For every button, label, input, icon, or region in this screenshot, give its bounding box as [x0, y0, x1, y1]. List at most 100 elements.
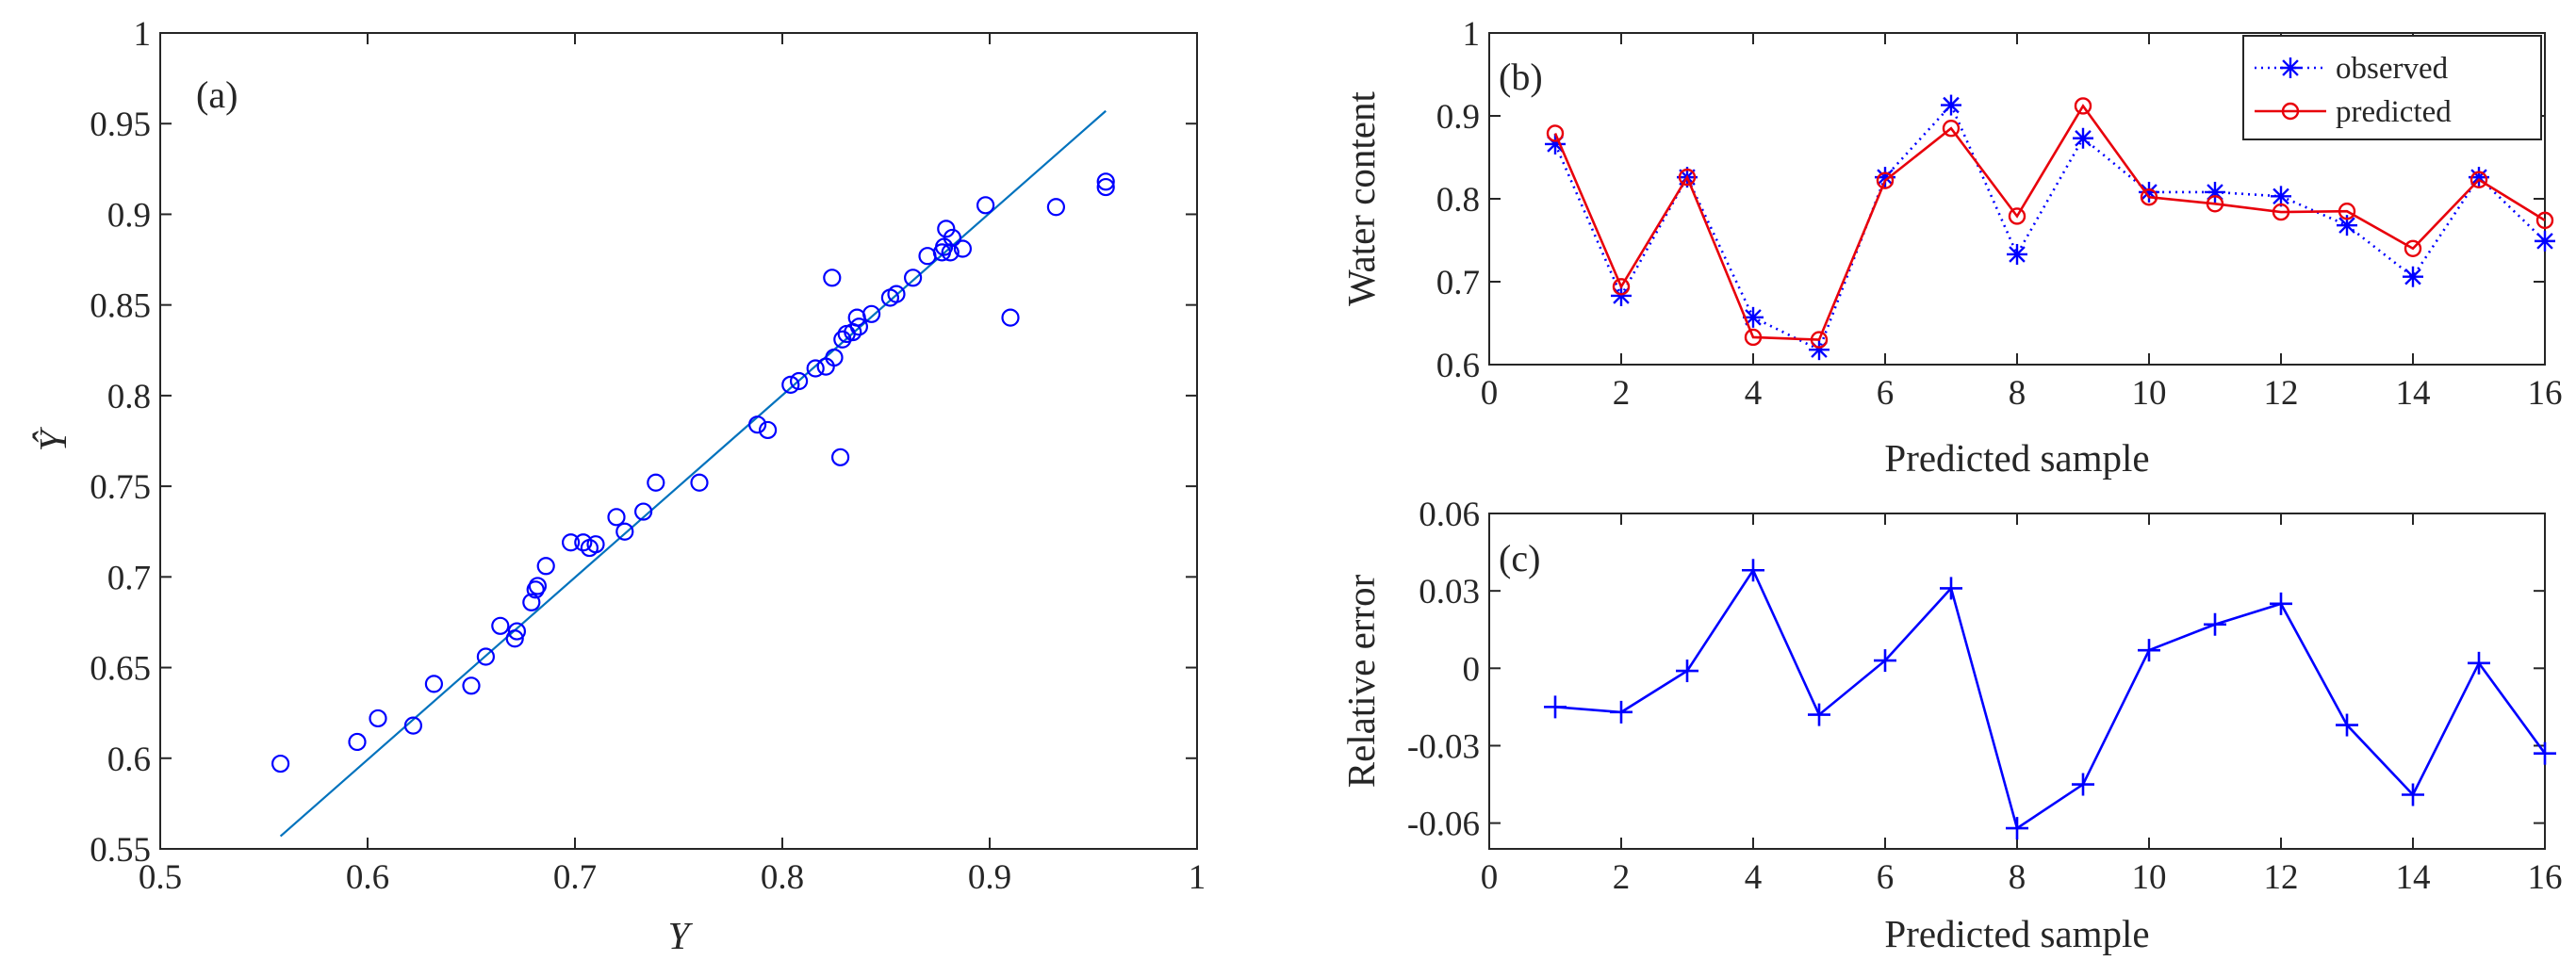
x-tick-label: 6 — [1877, 858, 1895, 897]
relative-error-marker — [2072, 773, 2094, 796]
scatter-point — [976, 196, 995, 215]
scatter-point — [758, 420, 778, 440]
predicted-marker — [1876, 171, 1895, 189]
y-tick-label: 0.6 — [1436, 347, 1480, 385]
scatter-point — [825, 348, 844, 367]
predicted-marker — [2206, 195, 2224, 213]
water-content-panel: 0 2 4 6 8 10 12 14 16 0.6 0.7 0.8 0.9 1 (b) Predicted… — [1339, 15, 2563, 480]
plot-area — [1488, 513, 2546, 850]
scatter-point — [781, 375, 800, 394]
panel-label: (c) — [1499, 537, 1540, 579]
scatter-point — [937, 220, 956, 238]
observed-marker — [2403, 266, 2423, 287]
scatter-point — [633, 502, 653, 521]
scatter-point — [903, 269, 923, 287]
scatter-point — [615, 522, 634, 541]
predicted-marker — [2338, 202, 2356, 220]
x-tick-label: 12 — [2264, 374, 2299, 413]
scatter-point — [522, 593, 541, 611]
y-tick-label: 0.9 — [1436, 98, 1480, 137]
y-tick-label: 0 — [1463, 650, 1481, 689]
relative-error-marker — [2534, 741, 2556, 765]
relative-error-marker — [1808, 703, 1830, 726]
scatter-point — [369, 709, 387, 728]
x-tick-label: 4 — [1745, 374, 1763, 413]
y-tick-label: 0.8 — [1436, 181, 1480, 220]
observed-marker — [2280, 57, 2301, 78]
x-tick-label: 2 — [1613, 858, 1631, 897]
relative-error-marker — [2336, 713, 2358, 737]
x-tick-label: 16 — [2528, 858, 2563, 897]
predicted-line — [1553, 104, 2546, 341]
relative-error-panel: 0 2 4 6 8 10 12 14 16 -0.06 -0.03 0 0.03 0.06 (c) Pre… — [1339, 496, 2563, 955]
scatter-point — [607, 508, 626, 527]
predicted-marker — [1810, 331, 1829, 349]
y-tick-label: 0.03 — [1419, 573, 1480, 611]
scatter-point — [462, 676, 481, 695]
scatter-point — [403, 716, 422, 735]
scatter-point — [861, 304, 881, 323]
relative-error-marker — [2270, 592, 2292, 615]
predicted-marker — [1678, 168, 1697, 187]
scatter-point — [561, 533, 581, 552]
scatter-point — [941, 243, 960, 262]
scatter-point — [943, 228, 962, 248]
x-tick-label: 12 — [2264, 858, 2299, 897]
scatter-point — [849, 318, 869, 336]
scatter-point — [348, 732, 367, 752]
predicted-marker — [2008, 207, 2026, 225]
legend-marker — [2281, 102, 2300, 121]
scatter-point — [271, 754, 290, 774]
observed-marker — [2271, 186, 2291, 207]
x-tick-label: 10 — [2132, 374, 2167, 413]
predicted-marker — [2404, 239, 2422, 257]
scatter-point — [1001, 308, 1020, 327]
x-axis-label: Predicted sample — [1884, 912, 2149, 955]
predicted-marker — [2469, 171, 2488, 188]
y-tick-label: 0.7 — [1436, 264, 1480, 302]
scatter-point — [528, 577, 548, 595]
scatter-point — [424, 675, 443, 693]
x-tick-label: 1 — [1189, 858, 1206, 897]
predicted-marker — [1942, 119, 1961, 138]
y-axis-label: Relative error — [1339, 574, 1383, 788]
scatter-point — [586, 535, 605, 554]
fit-line — [279, 109, 1107, 838]
scatter-point — [747, 415, 767, 434]
y-tick-label: 0.6 — [107, 741, 151, 779]
x-tick-label: 0.5 — [139, 858, 182, 897]
relative-error-marker — [1610, 700, 1633, 724]
y-tick-label: 0.55 — [90, 831, 151, 870]
y-tick-label: -0.03 — [1407, 727, 1480, 766]
observed-line — [1553, 103, 2546, 351]
predicted-marker — [2074, 97, 2092, 115]
legend: observed predicted — [2242, 35, 2542, 140]
relative-error-marker — [1544, 695, 1567, 719]
panel-label: (b) — [1499, 56, 1543, 98]
y-tick-label: 1 — [1463, 15, 1481, 54]
scatter-point — [789, 371, 809, 391]
relative-error-marker — [2006, 817, 2028, 840]
legend-box — [2242, 35, 2542, 140]
scatter-point — [526, 580, 545, 599]
plot-area — [159, 32, 1198, 850]
x-tick-label: 0.7 — [553, 858, 597, 897]
y-tick-label: -0.06 — [1407, 806, 1480, 844]
scatter-point — [887, 285, 906, 303]
scatter-point — [830, 448, 850, 466]
x-tick-label: 10 — [2132, 858, 2167, 897]
panel-label: (a) — [196, 73, 238, 116]
observed-marker — [2535, 230, 2555, 252]
scatter-point — [953, 239, 973, 258]
predicted-marker — [1744, 328, 1763, 347]
observed-marker — [2337, 215, 2357, 236]
predicted-marker — [2272, 203, 2290, 221]
predicted-marker — [1546, 124, 1565, 142]
relative-error-marker — [1676, 660, 1698, 683]
y-tick-label: 0.85 — [90, 287, 151, 326]
y-axis-label: Ŷ — [31, 426, 74, 451]
x-tick-label: 4 — [1745, 858, 1763, 897]
scatter-point — [823, 269, 842, 287]
observed-marker — [2007, 243, 2027, 265]
relative-error-marker — [2204, 612, 2226, 636]
